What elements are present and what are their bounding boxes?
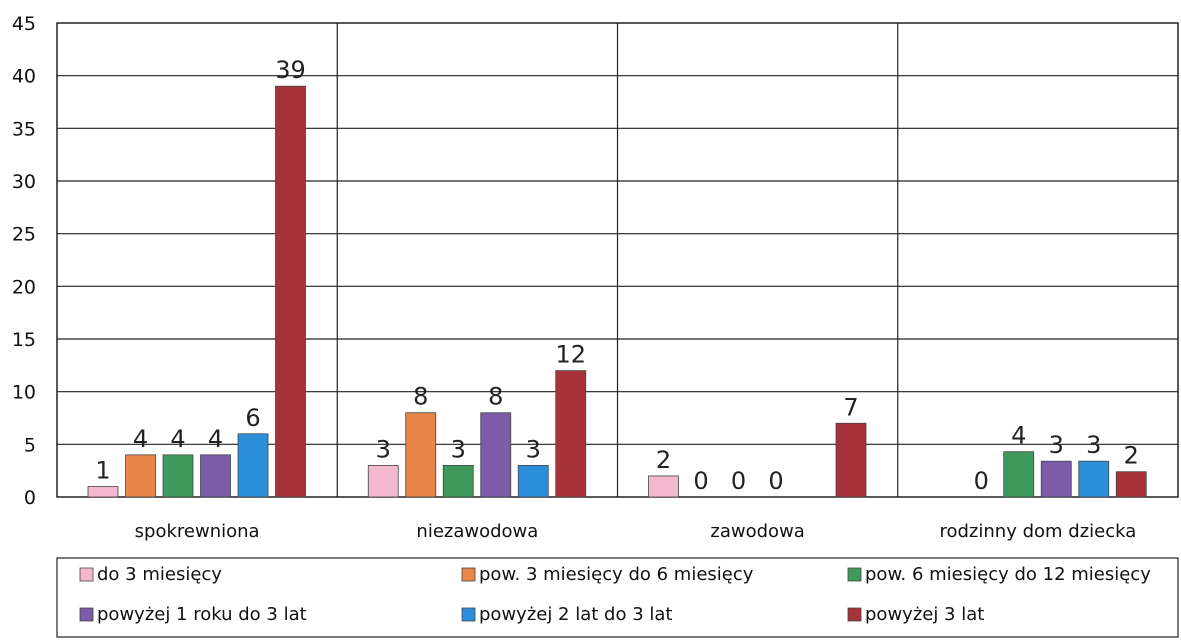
bar [1003, 451, 1035, 498]
legend-label: powyżej 3 lat [865, 604, 984, 625]
data-label: 3 [1086, 431, 1101, 459]
bars-layer [87, 85, 1147, 498]
y-tick-label: 0 [24, 487, 36, 509]
bar [555, 370, 587, 498]
data-label: 0 [974, 467, 989, 495]
y-tick-label: 40 [12, 66, 36, 88]
bar [517, 464, 549, 498]
legend-label: powyżej 1 roku do 3 lat [97, 604, 307, 625]
bar [162, 454, 194, 498]
data-label: 2 [656, 446, 671, 474]
data-label: 4 [133, 425, 148, 453]
legend-swatch [847, 607, 862, 622]
data-label: 3 [376, 435, 391, 463]
data-label: 8 [413, 383, 428, 411]
data-label: 4 [170, 425, 185, 453]
bar [405, 412, 437, 498]
x-category-label: zawodowa [710, 521, 804, 542]
data-label: 2 [1124, 442, 1139, 470]
x-category-label: rodzinny dom dziecka [939, 521, 1136, 542]
bar [237, 433, 269, 498]
y-tick-label: 15 [12, 329, 36, 351]
bar [1078, 460, 1110, 498]
legend-swatch [461, 567, 476, 582]
y-tick-label: 10 [12, 382, 36, 404]
y-tick-label: 20 [12, 276, 36, 298]
data-label: 3 [451, 435, 466, 463]
data-label: 0 [693, 467, 708, 495]
bar [367, 464, 399, 498]
legend-swatch [79, 567, 94, 582]
bar [125, 454, 156, 498]
legend-label: powyżej 2 lat do 3 lat [479, 604, 672, 625]
legend-label: do 3 miesięcy [97, 564, 222, 585]
bar [442, 464, 474, 498]
legend-swatch [79, 607, 94, 622]
bar [275, 85, 306, 498]
data-label: 4 [1011, 422, 1026, 450]
data-label: 0 [768, 467, 783, 495]
y-tick-label: 45 [12, 13, 36, 35]
data-label: 1 [95, 456, 110, 484]
data-label: 12 [555, 341, 586, 369]
legend-label: pow. 6 miesięcy do 12 miesięcy [865, 564, 1151, 585]
bar [648, 475, 679, 498]
data-label: 39 [275, 56, 306, 84]
data-label: 0 [731, 467, 746, 495]
bar [1115, 471, 1147, 498]
legend-swatch [461, 607, 476, 622]
x-category-label: spokrewniona [135, 521, 260, 542]
data-label: 3 [1049, 431, 1064, 459]
y-tick-label: 30 [12, 171, 36, 193]
legend-swatch [847, 567, 862, 582]
y-tick-label: 35 [12, 118, 36, 140]
bar [835, 422, 867, 498]
legend: do 3 miesięcy pow. 3 miesięcy do 6 miesię… [56, 557, 1179, 638]
bar [480, 412, 512, 498]
bar [200, 454, 231, 498]
data-label: 7 [843, 393, 858, 421]
grid-layer [56, 22, 1179, 498]
bar [87, 486, 119, 498]
y-tick-label: 25 [12, 224, 36, 246]
data-label: 4 [208, 425, 223, 453]
data-label: 3 [526, 435, 541, 463]
y-tick-label: 5 [24, 434, 36, 456]
data-label: 8 [488, 383, 503, 411]
x-category-label: niezawodowa [416, 521, 538, 542]
bar [1040, 460, 1072, 498]
legend-box [56, 557, 1179, 638]
data-label: 6 [245, 404, 260, 432]
legend-label: pow. 3 miesięcy do 6 miesięcy [479, 564, 754, 585]
